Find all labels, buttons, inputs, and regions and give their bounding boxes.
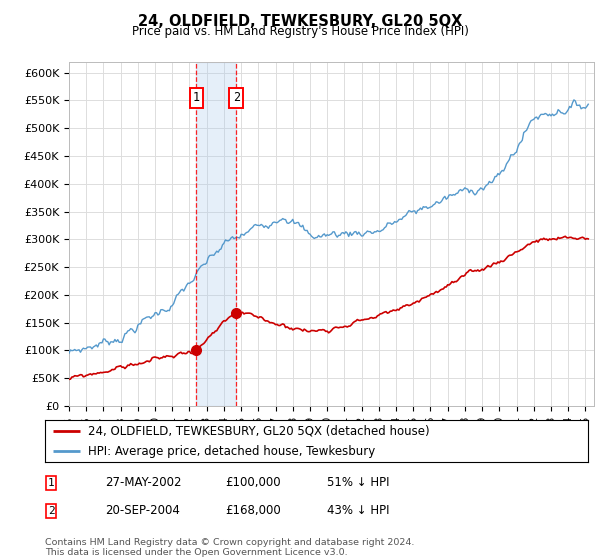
- Text: £100,000: £100,000: [225, 476, 281, 489]
- Text: 1: 1: [47, 478, 55, 488]
- Text: 51% ↓ HPI: 51% ↓ HPI: [327, 476, 389, 489]
- Text: Contains HM Land Registry data © Crown copyright and database right 2024.
This d: Contains HM Land Registry data © Crown c…: [45, 538, 415, 557]
- Text: Price paid vs. HM Land Registry's House Price Index (HPI): Price paid vs. HM Land Registry's House …: [131, 25, 469, 38]
- Text: HPI: Average price, detached house, Tewkesbury: HPI: Average price, detached house, Tewk…: [88, 445, 376, 458]
- Bar: [196, 62, 236, 406]
- Text: 1: 1: [193, 91, 200, 104]
- Text: 24, OLDFIELD, TEWKESBURY, GL20 5QX (detached house): 24, OLDFIELD, TEWKESBURY, GL20 5QX (deta…: [88, 424, 430, 437]
- Text: 20-SEP-2004: 20-SEP-2004: [105, 504, 180, 517]
- Text: £168,000: £168,000: [225, 504, 281, 517]
- Text: 24, OLDFIELD, TEWKESBURY, GL20 5QX: 24, OLDFIELD, TEWKESBURY, GL20 5QX: [138, 14, 462, 29]
- Text: 43% ↓ HPI: 43% ↓ HPI: [327, 504, 389, 517]
- Text: 27-MAY-2002: 27-MAY-2002: [105, 476, 182, 489]
- Text: 2: 2: [47, 506, 55, 516]
- Text: 2: 2: [233, 91, 240, 104]
